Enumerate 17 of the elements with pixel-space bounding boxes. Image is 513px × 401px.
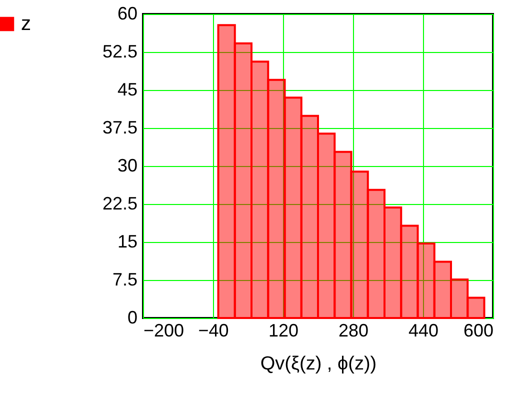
- x-tick-label: 600: [463, 320, 494, 340]
- x-tick-label: 120: [268, 320, 299, 340]
- y-tick-label: 30: [117, 156, 138, 176]
- x-axis-title: Qv(ξ(z) , ϕ(z)): [260, 354, 377, 374]
- y-tick-label: 45: [117, 80, 138, 100]
- y-tick-label: 22.5: [102, 194, 138, 214]
- x-tick-label: 280: [338, 320, 369, 340]
- y-tick-label: 37.5: [102, 118, 138, 138]
- y-tick-label: 15: [117, 232, 138, 252]
- y-tick-label: 52.5: [102, 42, 138, 62]
- legend-label: z: [21, 13, 31, 35]
- x-tick-label: 440: [408, 320, 439, 340]
- x-tick-label: −40: [198, 320, 229, 340]
- y-tick-label: 0: [127, 308, 138, 328]
- x-tick-label: −200: [144, 320, 184, 340]
- y-tick-label: 60: [117, 4, 138, 24]
- y-tick-label: 7.5: [112, 270, 138, 290]
